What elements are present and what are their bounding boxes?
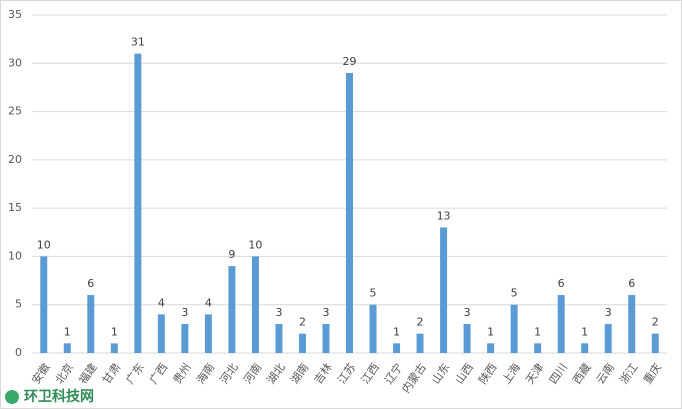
data-label: 1 (393, 325, 400, 338)
bar (346, 72, 353, 353)
data-label: 6 (87, 277, 94, 290)
bar (251, 256, 259, 353)
data-label: 6 (628, 277, 635, 290)
data-label: 3 (464, 306, 471, 319)
bar (510, 304, 518, 353)
bar (440, 227, 448, 353)
bar (628, 295, 636, 353)
data-label: 4 (205, 296, 212, 309)
bar (416, 333, 424, 353)
data-label: 31 (131, 36, 145, 49)
data-label: 29 (343, 55, 357, 68)
bar (134, 53, 142, 353)
y-tick-label: 15 (8, 201, 22, 214)
data-label: 1 (487, 325, 494, 338)
bar (63, 343, 71, 353)
y-tick-label: 20 (8, 153, 22, 166)
y-tick-label: 0 (15, 346, 22, 359)
data-label: 5 (370, 287, 377, 300)
data-label: 1 (111, 325, 118, 338)
watermark-logo (5, 390, 19, 404)
data-label: 2 (652, 316, 659, 329)
data-label: 5 (511, 287, 518, 300)
y-tick-label: 5 (15, 298, 22, 311)
bar (557, 295, 565, 353)
data-label: 3 (322, 306, 329, 319)
bar (581, 343, 589, 353)
data-label: 3 (275, 306, 282, 319)
bar (157, 314, 165, 353)
bar (322, 324, 330, 353)
data-label: 13 (437, 209, 451, 222)
bar (40, 256, 48, 353)
bar (204, 314, 212, 353)
data-label: 1 (581, 325, 588, 338)
watermark: 环卫科技网 (24, 388, 94, 405)
bar (181, 324, 189, 353)
bar (298, 333, 306, 353)
bar (87, 295, 95, 353)
data-label: 2 (299, 316, 306, 329)
bar (275, 324, 283, 353)
data-label: 2 (417, 316, 424, 329)
data-label: 3 (605, 306, 612, 319)
data-label: 6 (558, 277, 565, 290)
y-tick-label: 25 (8, 105, 22, 118)
bar (604, 324, 612, 353)
bar (228, 266, 236, 353)
data-label: 9 (228, 248, 235, 261)
data-label: 3 (181, 306, 188, 319)
data-label: 1 (534, 325, 541, 338)
data-label: 10 (37, 238, 51, 251)
bar (369, 304, 377, 353)
y-tick-label: 35 (8, 8, 22, 21)
bar (487, 343, 495, 353)
bar (110, 343, 118, 353)
data-label: 10 (248, 238, 262, 251)
bar (393, 343, 401, 353)
data-label: 4 (158, 296, 165, 309)
data-label: 1 (64, 325, 71, 338)
y-tick-label: 10 (8, 249, 22, 262)
bar (651, 333, 659, 353)
y-tick-label: 30 (8, 56, 22, 69)
bar (534, 343, 542, 353)
bar (463, 324, 471, 353)
